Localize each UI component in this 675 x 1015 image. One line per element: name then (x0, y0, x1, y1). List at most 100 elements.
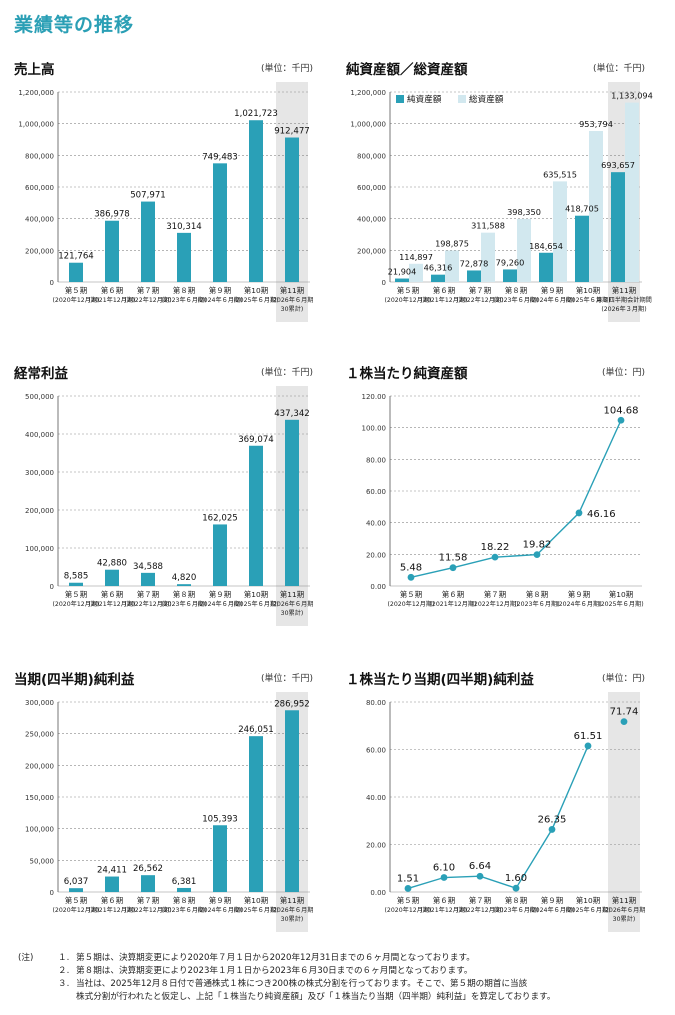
note-number: １. (58, 953, 70, 963)
data-label-total-assets: 398,350 (507, 207, 541, 217)
y-tick-label: 300,000 (25, 699, 54, 707)
data-label-net-assets: 418,705 (565, 204, 599, 214)
x-tick-label: (2023年６月期) (514, 600, 559, 608)
data-label: 26,562 (133, 864, 163, 874)
x-tick-label: 第６期 (442, 590, 464, 599)
y-tick-label: 250,000 (25, 731, 54, 739)
data-label: 121,764 (58, 252, 94, 262)
y-tick-label: 200,000 (25, 507, 54, 515)
data-label: 6.64 (469, 861, 491, 872)
x-tick-label: (2022年12月期) (124, 906, 171, 914)
data-label: 1.60 (505, 873, 527, 884)
x-tick-label: (2025年６月期) (598, 600, 643, 608)
x-tick-label: 第８期 (526, 590, 548, 599)
data-label: 1.51 (397, 873, 419, 884)
x-tick-label: 第10期 (244, 286, 268, 295)
chart-plot: 0.0020.0040.0060.0080.00100.00120.00第５期(… (362, 393, 644, 608)
x-tick-label: (2020年12月期) (52, 600, 99, 608)
x-tick-label: (2024年６月期) (556, 600, 601, 608)
y-tick-label: 50,000 (30, 857, 55, 865)
x-tick-label: 第９期 (209, 286, 231, 295)
note-prefix (18, 965, 58, 978)
x-tick-label: (2022年12月期) (124, 600, 171, 608)
bar-total-assets (625, 102, 639, 283)
x-tick-label: 第５期 (397, 286, 419, 295)
note-row: ３. 当社は、2025年12月８日付で普通株式１株につき200株の株式分割を行っ… (18, 978, 668, 991)
legend-label-net-assets: 純資産額 (407, 93, 442, 105)
y-tick-label: 80.00 (366, 699, 386, 707)
data-point (407, 573, 415, 581)
x-tick-label: 第10期 (609, 590, 633, 599)
y-tick-label: 0 (50, 889, 54, 897)
data-label: 246,051 (238, 725, 274, 735)
data-label: 4,820 (172, 573, 197, 583)
x-tick-label: (2024年６月期) (197, 600, 242, 608)
x-tick-label: (2022年12月期) (471, 600, 518, 608)
data-label: 162,025 (202, 513, 238, 523)
x-tick-label: 第６期 (101, 896, 123, 905)
x-tick-label: (2023年６月期) (161, 906, 206, 914)
data-label: 369,074 (238, 435, 274, 445)
y-tick-label: 1,200,000 (350, 89, 386, 97)
data-label-net-assets: 693,657 (601, 160, 635, 170)
x-tick-label: 第８期 (505, 896, 527, 905)
x-tick-label: (2023年６月期) (161, 600, 206, 608)
bar-net-assets (611, 172, 625, 282)
y-tick-label: 100,000 (25, 826, 54, 834)
chart-title: 経常利益 (14, 366, 68, 382)
x-tick-label: (2024年６月期) (197, 296, 242, 304)
legend-swatch-net-assets (396, 95, 404, 103)
y-tick-label: 20.00 (366, 842, 386, 850)
x-tick-label: 第10期 (576, 896, 600, 905)
x-tick-label: (2021年12月期) (420, 906, 467, 914)
x-tick-label: 第８期 (505, 286, 527, 295)
series-line (407, 745, 589, 890)
chart-title: １株当たり純資産額 (346, 366, 468, 382)
bar-net-assets (503, 269, 517, 282)
x-tick-label: 第11期 (280, 286, 304, 295)
data-label: 1,021,723 (234, 109, 278, 119)
data-point (548, 826, 556, 833)
chart-unit: (単位：千円) (260, 64, 313, 74)
page-title: 業績等の推移 (14, 14, 135, 36)
x-tick-label: 第８期 (173, 286, 195, 295)
data-point (404, 885, 412, 892)
data-label: 71.74 (610, 707, 639, 718)
x-tick-label: 第７期 (484, 590, 506, 599)
note-number: ３. (58, 979, 70, 989)
chart-unit: (単位：千円) (260, 674, 313, 684)
x-tick-label: 第９期 (209, 590, 231, 599)
data-label: 310,314 (166, 222, 202, 232)
x-tick-label: 第５期 (65, 286, 87, 295)
data-label: 104.68 (604, 405, 639, 416)
chart-unit: (単位：円) (601, 368, 645, 378)
y-tick-label: 40.00 (366, 794, 386, 802)
data-label: 42,880 (97, 559, 127, 569)
note-prefix: (注) (18, 953, 34, 963)
x-tick-label: (2020年12月期) (387, 600, 434, 608)
bar-total-assets (409, 263, 423, 282)
chart-plot: 0 200,000 400,000 600,000 800,000 1,000,000 1,… (350, 82, 653, 322)
y-tick-label: 200,000 (357, 247, 386, 255)
y-tick-label: 120.00 (362, 393, 387, 401)
y-tick-label: 20.00 (366, 551, 386, 559)
data-label: 24,411 (97, 866, 127, 876)
x-tick-label: 30累計) (613, 915, 636, 923)
footnotes: (注) １. 第５期は、決算期変更により2020年７月１日から2020年12月3… (18, 952, 668, 1004)
y-tick-label: 150,000 (25, 794, 54, 802)
data-label-total-assets: 198,875 (435, 239, 469, 249)
y-tick-label: 0.00 (370, 889, 386, 897)
y-tick-label: 600,000 (357, 184, 386, 192)
bar-total-assets (445, 250, 459, 282)
bar-total-assets (481, 232, 495, 282)
y-tick-label: 400,000 (25, 216, 54, 224)
bar-total-assets (589, 130, 603, 282)
chart-plot: 0 200,000 400,000 600,000 800,000 1,000,000 1,… (18, 82, 313, 322)
x-tick-label: 第11期 (612, 286, 636, 295)
note-number: ２. (58, 966, 70, 976)
bar (177, 887, 191, 892)
y-tick-label: 300,000 (25, 469, 54, 477)
note-prefix (18, 978, 58, 991)
bar (177, 584, 191, 586)
y-tick-label: 200,000 (25, 762, 54, 770)
